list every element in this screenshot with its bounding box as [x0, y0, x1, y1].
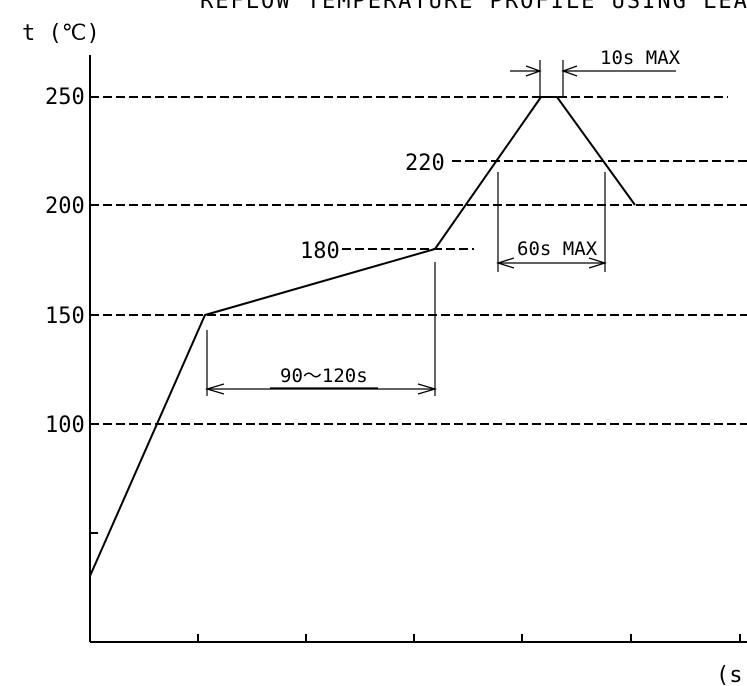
preheat-arrow-left	[204, 383, 225, 395]
above220-arrow-left	[495, 257, 515, 269]
peak-arrow-left	[525, 65, 542, 77]
preheat-dimension: 90～120s	[204, 262, 438, 396]
above220-arrow-right	[588, 257, 608, 269]
preheat-label: 90～120s	[280, 365, 368, 387]
temperature-profile-line	[89, 96, 636, 577]
ref-label-220: 220	[405, 151, 445, 176]
y-axis-label: t (℃)	[22, 21, 100, 46]
x-axis-label: (s	[716, 663, 743, 686]
preheat-arrow-right	[417, 383, 438, 395]
ref-label-180: 180	[300, 239, 340, 264]
peak-arrow-right	[561, 65, 578, 77]
above-220-dimension: 60s MAX	[495, 172, 608, 272]
y-tick-label: 200	[45, 194, 85, 219]
x-axis-ticks	[197, 634, 741, 642]
y-tick-label: 250	[45, 85, 85, 110]
y-tick-label: 150	[45, 304, 85, 329]
peak-label: 10s MAX	[600, 47, 681, 69]
chart-title: REFLOW TEMPERATURE PROFILE USING LEAD	[200, 0, 747, 14]
above-220-label: 60s MAX	[517, 238, 598, 260]
peak-dimension: 10s MAX	[510, 47, 681, 97]
y-tick-label: 100	[45, 413, 85, 438]
